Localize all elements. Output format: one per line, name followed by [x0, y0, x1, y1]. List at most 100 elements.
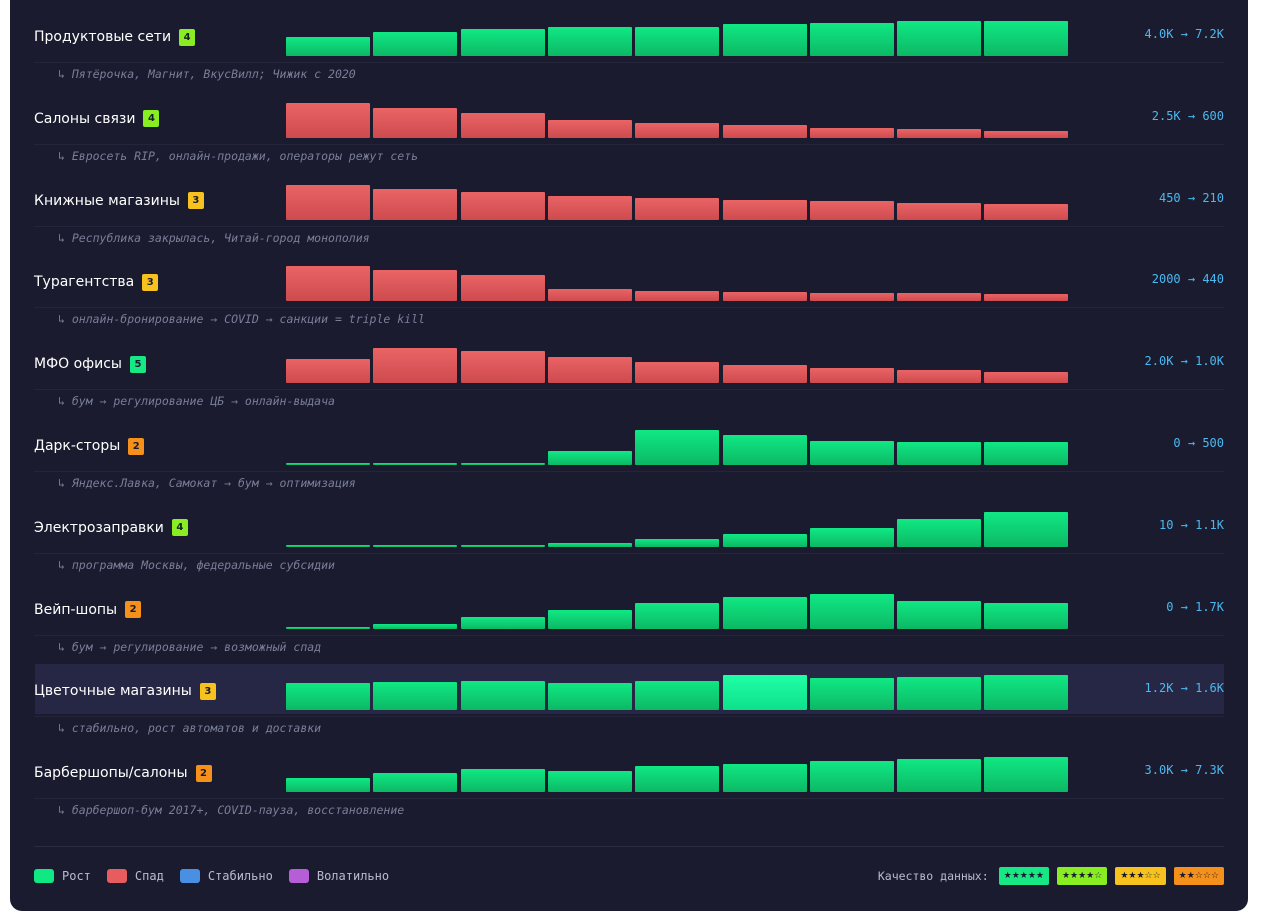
bar[interactable]	[547, 683, 632, 711]
bar[interactable]	[460, 769, 545, 793]
bar[interactable]	[635, 681, 720, 711]
bar[interactable]	[722, 434, 807, 465]
bar[interactable]	[809, 440, 894, 465]
bar[interactable]	[460, 351, 545, 384]
bar[interactable]	[809, 23, 894, 56]
bar[interactable]	[984, 441, 1069, 465]
legend-label-growth: Рост	[62, 869, 91, 883]
bar[interactable]	[547, 451, 632, 465]
bar[interactable]	[635, 361, 720, 384]
bar[interactable]	[897, 518, 982, 547]
bar[interactable]	[809, 201, 894, 220]
bar[interactable]	[722, 124, 807, 138]
legend: Рост Спад Стабильно Волатильно	[34, 866, 389, 886]
bar[interactable]	[635, 539, 720, 547]
bar[interactable]	[809, 128, 894, 138]
quality-badge: 4	[171, 519, 188, 537]
legend-item-growth: Рост	[34, 869, 91, 883]
bar[interactable]	[373, 348, 458, 384]
quality-badge: 4	[143, 110, 160, 128]
bar[interactable]	[460, 112, 545, 138]
bar[interactable]	[897, 21, 982, 56]
row-divider	[34, 225, 1224, 227]
bar[interactable]	[373, 107, 458, 138]
bar[interactable]	[984, 675, 1069, 711]
bar[interactable]	[373, 544, 458, 547]
row-divider	[34, 389, 1224, 391]
category-label-group: Турагентства 3	[34, 270, 159, 294]
bar[interactable]	[373, 681, 458, 711]
bar[interactable]	[722, 675, 807, 711]
bar[interactable]	[809, 593, 894, 629]
bar[interactable]	[286, 359, 370, 384]
bar[interactable]	[722, 200, 807, 220]
bar[interactable]	[635, 430, 720, 465]
bar[interactable]	[984, 130, 1069, 138]
bar[interactable]	[722, 365, 807, 384]
bar[interactable]	[286, 36, 370, 56]
bar[interactable]	[809, 292, 894, 302]
bar[interactable]	[547, 770, 632, 793]
bar[interactable]	[373, 188, 458, 220]
bar[interactable]	[547, 120, 632, 138]
bar[interactable]	[809, 761, 894, 793]
bar[interactable]	[984, 602, 1069, 629]
bar[interactable]	[897, 129, 982, 138]
bar[interactable]	[635, 123, 720, 138]
bar[interactable]	[635, 290, 720, 302]
bar[interactable]	[897, 202, 982, 220]
bar[interactable]	[547, 288, 632, 302]
bar[interactable]	[897, 758, 982, 793]
bar[interactable]	[809, 678, 894, 711]
bar[interactable]	[547, 195, 632, 220]
bar[interactable]	[373, 624, 458, 629]
bar[interactable]	[286, 184, 370, 220]
bar[interactable]	[547, 609, 632, 629]
bar[interactable]	[547, 356, 632, 384]
bar[interactable]	[722, 597, 807, 629]
bar[interactable]	[809, 367, 894, 384]
bar[interactable]	[373, 269, 458, 302]
bar[interactable]	[286, 683, 370, 711]
bar[interactable]	[897, 369, 982, 384]
bar[interactable]	[547, 27, 632, 56]
range-label: 2000 → 440	[1151, 272, 1224, 287]
bar[interactable]	[460, 462, 545, 465]
bar[interactable]	[984, 21, 1069, 56]
bar[interactable]	[984, 757, 1069, 793]
bar[interactable]	[460, 544, 545, 547]
bar[interactable]	[460, 616, 545, 629]
bar[interactable]	[635, 766, 720, 793]
bar[interactable]	[635, 197, 720, 220]
bar[interactable]	[897, 441, 982, 465]
bar[interactable]	[460, 274, 545, 302]
bar[interactable]	[286, 102, 370, 138]
bar[interactable]	[722, 23, 807, 56]
category-name: Электрозаправки	[34, 519, 164, 536]
bar[interactable]	[722, 534, 807, 547]
bar[interactable]	[373, 463, 458, 465]
bar[interactable]	[722, 292, 807, 302]
bar[interactable]	[460, 28, 545, 56]
bar[interactable]	[984, 511, 1069, 547]
bar[interactable]	[809, 527, 894, 547]
bar[interactable]	[897, 676, 982, 711]
bar[interactable]	[722, 764, 807, 793]
bar[interactable]	[286, 544, 370, 547]
bar[interactable]	[373, 32, 458, 56]
bar[interactable]	[635, 26, 720, 56]
bar[interactable]	[373, 773, 458, 793]
bar[interactable]	[897, 600, 982, 629]
bar[interactable]	[984, 203, 1069, 220]
bar[interactable]	[460, 192, 545, 220]
bar[interactable]	[547, 542, 632, 547]
bar[interactable]	[286, 266, 370, 302]
bar[interactable]	[897, 293, 982, 302]
bar[interactable]	[984, 293, 1069, 302]
bar[interactable]	[460, 681, 545, 711]
bar[interactable]	[286, 463, 370, 465]
bar[interactable]	[984, 372, 1069, 384]
bar[interactable]	[286, 626, 370, 629]
bar[interactable]	[286, 778, 370, 793]
bar[interactable]	[635, 603, 720, 629]
